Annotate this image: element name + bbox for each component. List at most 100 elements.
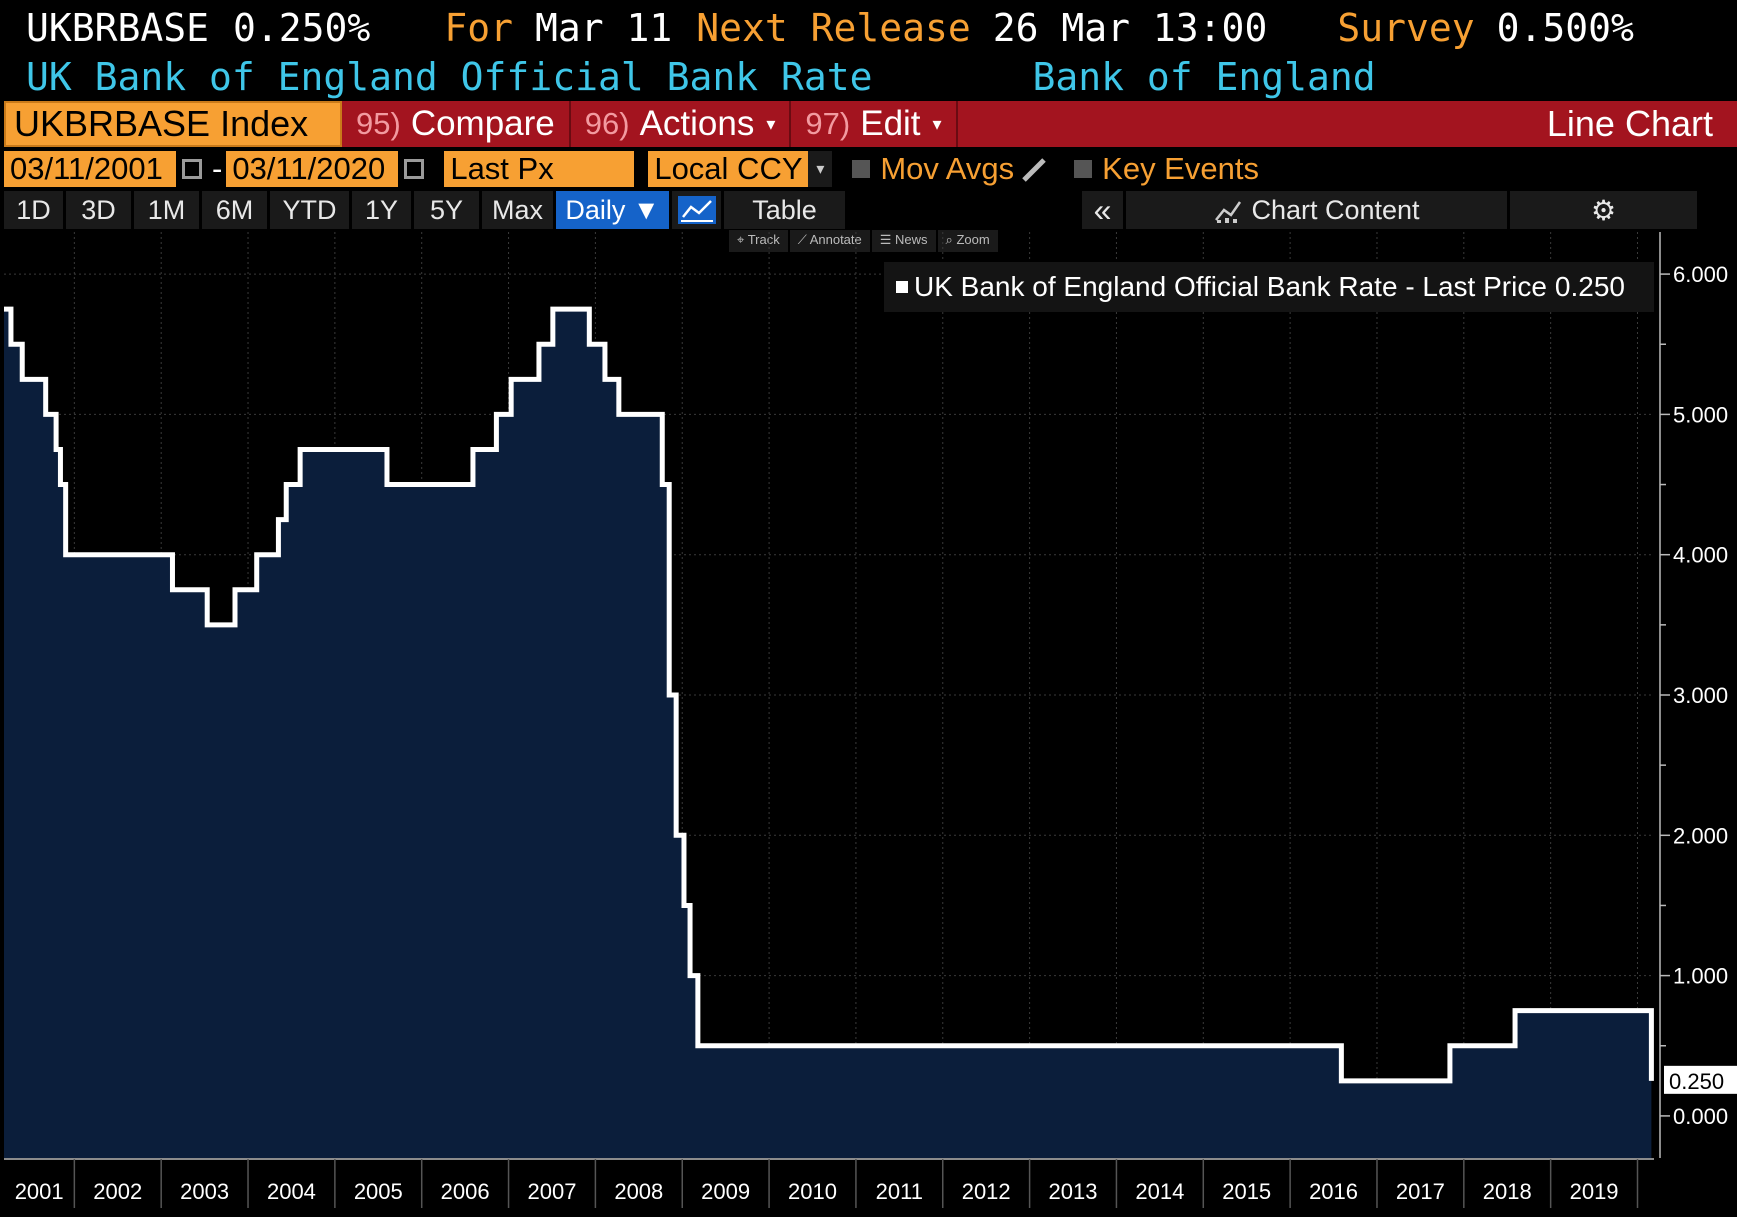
- header-line-2: UK Bank of England Official Bank Rate Ba…: [26, 52, 1376, 102]
- period-max[interactable]: Max: [482, 191, 556, 229]
- x-tick-label: 2006: [441, 1179, 490, 1204]
- y-tick-label: 0.000: [1673, 1104, 1728, 1129]
- y-tick-label: 5.000: [1673, 402, 1728, 427]
- last-price-tag: [1664, 1065, 1737, 1094]
- price-field-select[interactable]: Last Px: [444, 151, 635, 187]
- period-spacer: [848, 191, 1082, 229]
- end-calendar-icon[interactable]: [404, 159, 425, 179]
- actions-number: 96): [584, 106, 630, 141]
- header-line-1: UKBRBASE 0.250% For Mar 11 Next Release …: [26, 2, 1634, 54]
- y-axis: 6.000 5.000 4.000 3.000 2.000 1.000 0.000 0.250: [1659, 232, 1737, 1158]
- mov-avgs-checkbox[interactable]: [852, 160, 871, 178]
- legend-value: 0.250: [1554, 271, 1625, 302]
- survey-value: 0.500%: [1496, 6, 1634, 50]
- x-tick-label: 2001: [15, 1179, 64, 1204]
- table-button[interactable]: Table: [724, 191, 848, 229]
- mov-avgs-label: Mov Avgs: [880, 151, 1015, 186]
- track-tool[interactable]: ⌖ Track: [729, 230, 788, 252]
- x-tick-label: 2019: [1570, 1179, 1619, 1204]
- x-axis: 2001 2002 2003 2004 2005 2006 2007 2008 2009 2010…: [4, 1158, 1654, 1208]
- chart-mini-toolbar: ⌖ Track ⟋ Annotate ☰ News ⌕ Zoom: [729, 230, 1000, 252]
- function-bar: UKBRBASE Index 95) Compare 96) Actions ▾…: [4, 101, 1737, 147]
- last-price-label: 0.250: [1669, 1069, 1724, 1094]
- chart-type-label[interactable]: Line Chart: [1546, 103, 1713, 144]
- security-description: UK Bank of England Official Bank Rate: [26, 55, 873, 99]
- x-tick-label: 2017: [1396, 1179, 1445, 1204]
- date-settings-row: 03/11/2001 - 03/11/2020 Last Px Local CC…: [4, 149, 1737, 189]
- chart-content-label: Chart Content: [1251, 194, 1420, 225]
- edit-dropdown-icon: ▾: [932, 113, 942, 134]
- bar-spacer: [958, 101, 1547, 147]
- settings-gear-icon[interactable]: ⚙: [1510, 191, 1700, 229]
- period-ytd[interactable]: YTD: [270, 191, 352, 229]
- date-separator: -: [212, 151, 223, 186]
- period-6m[interactable]: 6M: [202, 191, 270, 229]
- compare-button[interactable]: 95) Compare: [342, 101, 571, 147]
- collapse-icon[interactable]: «: [1082, 191, 1126, 229]
- frequency-dropdown[interactable]: Daily ▼: [556, 191, 672, 229]
- pencil-icon[interactable]: [1020, 154, 1050, 184]
- y-tick-label: 2.000: [1673, 823, 1728, 848]
- y-tick-label: 3.000: [1673, 683, 1728, 708]
- line-chart[interactable]: 2001 2002 2003 2004 2005 2006 2007 2008 2009 2010…: [0, 232, 1737, 1217]
- news-tool[interactable]: ☰ News: [871, 230, 936, 252]
- chart-content-button[interactable]: Chart Content: [1126, 191, 1510, 229]
- currency-dropdown-icon[interactable]: ▾: [808, 151, 833, 187]
- edit-label: Edit: [860, 104, 921, 143]
- legend-label: UK Bank of England Official Bank Rate - …: [914, 271, 1547, 302]
- chart-content-icon: [1215, 201, 1242, 223]
- chart-style-button[interactable]: [672, 191, 724, 229]
- x-tick-label: 2014: [1135, 1179, 1184, 1204]
- x-tick-label: 2010: [788, 1179, 837, 1204]
- edit-number: 97): [805, 106, 851, 141]
- legend-swatch: [896, 281, 908, 293]
- start-date-field[interactable]: 03/11/2001: [4, 151, 176, 187]
- period-1y[interactable]: 1Y: [352, 191, 414, 229]
- ticker-symbol: UKBRBASE: [26, 6, 210, 50]
- period-3d[interactable]: 3D: [66, 191, 134, 229]
- compare-label: Compare: [410, 104, 555, 143]
- x-tick-label: 2005: [354, 1179, 403, 1204]
- x-tick-label: 2012: [962, 1179, 1011, 1204]
- period-row: 1D 3D 1M 6M YTD 1Y 5Y Max Daily ▼ Table …: [4, 191, 1737, 229]
- next-release-label: Next Release: [696, 6, 971, 50]
- y-tick-label: 4.000: [1673, 543, 1728, 568]
- x-tick-label: 2003: [180, 1179, 229, 1204]
- security-field[interactable]: UKBRBASE Index: [4, 101, 342, 147]
- x-tick-label: 2013: [1049, 1179, 1098, 1204]
- chart-legend: UK Bank of England Official Bank Rate - …: [884, 262, 1654, 312]
- x-tick-label: 2015: [1222, 1179, 1271, 1204]
- start-calendar-icon[interactable]: [182, 159, 202, 179]
- line-chart-icon: [677, 196, 716, 224]
- period-1d[interactable]: 1D: [4, 191, 66, 229]
- x-tick-label: 2011: [876, 1179, 923, 1204]
- actions-dropdown-icon: ▾: [766, 113, 776, 134]
- period-1m[interactable]: 1M: [134, 191, 202, 229]
- x-tick-label: 2004: [267, 1179, 316, 1204]
- y-tick-label: 6.000: [1673, 262, 1728, 287]
- key-events-label: Key Events: [1102, 151, 1259, 186]
- x-tick-label: 2018: [1483, 1179, 1532, 1204]
- currency-select[interactable]: Local CCY: [648, 151, 809, 187]
- x-tick-label: 2016: [1309, 1179, 1358, 1204]
- x-tick-label: 2008: [614, 1179, 663, 1204]
- y-tick-label: 1.000: [1673, 964, 1728, 989]
- edit-button[interactable]: 97) Edit ▾: [791, 101, 958, 147]
- last-value: 0.250%: [233, 6, 371, 50]
- series-line: [4, 306, 1654, 1084]
- survey-label: Survey: [1337, 6, 1475, 50]
- end-date-field[interactable]: 03/11/2020: [226, 151, 399, 187]
- actions-button[interactable]: 96) Actions ▾: [571, 101, 792, 147]
- security-source: Bank of England: [1032, 55, 1376, 99]
- x-tick-label: 2009: [701, 1179, 750, 1204]
- actions-label: Actions: [639, 104, 755, 143]
- annotate-tool[interactable]: ⟋ Annotate: [789, 230, 870, 252]
- compare-number: 95): [356, 106, 401, 141]
- x-tick-label: 2007: [527, 1179, 576, 1204]
- series-area-fill: [4, 309, 1652, 1159]
- zoom-tool[interactable]: ⌕ Zoom: [937, 230, 998, 252]
- key-events-checkbox[interactable]: [1074, 160, 1093, 178]
- period-5y[interactable]: 5Y: [414, 191, 482, 229]
- next-release-value: 26 Mar 13:00: [992, 6, 1268, 50]
- for-label: For: [444, 6, 513, 50]
